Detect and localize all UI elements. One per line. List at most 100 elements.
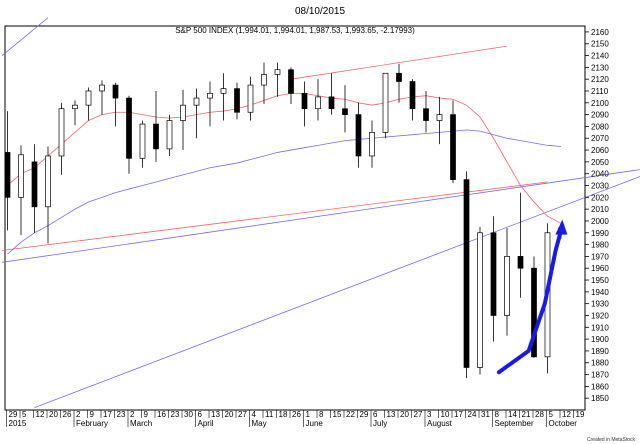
candle-body [423,108,429,121]
candle-body [274,69,281,75]
x-tick-label: 10 [441,410,450,419]
candle-body [247,84,254,113]
candle-body [301,92,308,110]
candle-body [342,108,348,115]
y-tick-label: 2120 [591,75,609,84]
x-tick-label: 1 [306,410,311,419]
y-tick-label: 1900 [591,335,609,344]
x-tick-label: 8 [495,410,500,419]
month-label: July [373,419,387,428]
y-tick-label: 2100 [591,99,609,108]
y-tick-label: 1890 [591,347,609,356]
x-tick-label: 13 [211,410,220,419]
x-tick-label: 20 [225,410,234,419]
x-tick-label: 19 [576,410,585,419]
x-tick-label: 23 [171,410,180,419]
trendlines [1,17,640,409]
x-tick-label: 20 [49,410,58,419]
y-tick-label: 2080 [591,122,609,131]
candle-body [18,154,24,198]
candle-body [220,88,227,94]
y-tick-label: 2160 [591,28,609,37]
arrow-head [555,219,568,235]
candle-body [504,256,510,316]
x-tick-label: 9 [144,410,149,419]
x-tick-label: 8 [319,410,324,419]
candle-body [261,74,267,86]
candle-body [139,123,146,159]
x-tick-label: 6 [373,410,378,419]
candle-body [315,96,321,110]
candle-body [99,84,105,92]
candle-body [328,96,335,110]
candle-body [234,88,240,113]
month-label: April [198,419,214,428]
candle-body [193,97,200,106]
x-tick-label: 6 [198,410,203,419]
x-tick-label: 2 [76,410,81,419]
candle-body [396,72,402,82]
candle-body [477,232,483,368]
candle-body [369,131,375,157]
x-tick-label: 29 [9,410,18,419]
trendline [1,17,49,56]
y-tick-label: 1930 [591,300,609,309]
trendline [34,176,640,409]
x-tick-label: 2 [130,410,135,419]
month-label: August [427,419,453,428]
y-tick-label: 1910 [591,323,609,332]
x-tick-label: 5 [22,410,27,419]
x-tick-label: 26 [63,410,72,419]
y-tick-label: 2000 [591,217,609,226]
candle-body [382,72,389,133]
y-tick-label: 2090 [591,111,609,120]
y-tick-label: 1860 [591,382,609,391]
candle-body [436,114,443,121]
candle-body [166,120,173,150]
x-tick-label: 23 [117,410,126,419]
y-tick-label: 2030 [591,182,609,191]
y-tick-label: 1960 [591,264,609,273]
candle-body [288,69,294,94]
x-tick-label: 16 [157,410,166,419]
x-tick-label: 3 [427,410,432,419]
x-tick-label: 24 [468,410,477,419]
y-tick-label: 1850 [591,394,609,403]
month-label: October [549,419,578,428]
y-tick-label: 1870 [591,371,609,380]
y-tick-label: 2020 [591,193,609,202]
candle-body [180,104,186,121]
x-axis: 29 5 12 20 26 2 9 17 23 2 9 16 23 30 6 13 20 27 4 11 18 26 1 8 1… [6,410,585,428]
month-label: September [495,419,534,428]
candle-body [207,92,213,99]
candle-body [463,179,470,368]
month-label: March [130,419,152,428]
x-tick-label: 20 [400,410,409,419]
y-axis: 1850 1860 1870 1880 1890 1900 1910 1920 1930 1940… [585,28,609,403]
x-tick-label: 28 [535,410,544,419]
x-tick-label: 12 [562,410,571,419]
trendline [290,45,508,80]
x-tick-label: 13 [387,410,396,419]
x-tick-label: 11 [265,410,274,419]
x-tick-label: 12 [36,410,45,419]
candle-body [72,104,78,110]
moving-average-line [7,129,562,255]
candle-body [531,267,537,358]
candle-body [31,161,38,208]
month-label: February [76,419,108,428]
x-tick-label: 22 [346,410,355,419]
moving-average-line [7,92,562,224]
month-label: June [306,419,324,428]
x-tick-label: 5 [549,410,554,419]
y-tick-label: 1940 [591,288,609,297]
trendline [2,181,548,251]
month-label: 2015 [9,419,27,428]
month-label: May [252,419,267,428]
y-tick-label: 1880 [591,359,609,368]
x-tick-label: 21 [522,410,531,419]
y-tick-label: 1970 [591,252,609,261]
annotation-arrow [496,219,568,375]
y-tick-label: 2070 [591,134,609,143]
